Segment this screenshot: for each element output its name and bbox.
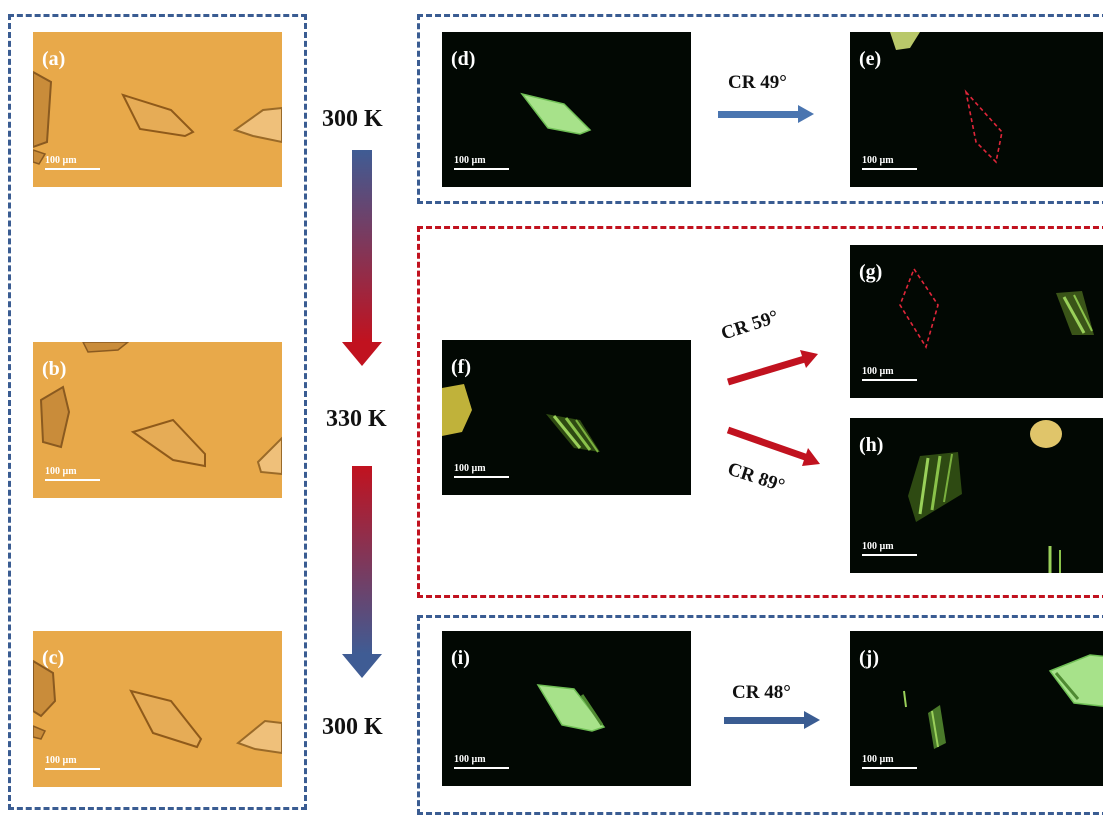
panel-g-scale-text: 100 µm <box>862 366 894 377</box>
panel-b: (b) 100 µm <box>33 342 282 498</box>
panel-h: (h) 100 µm <box>850 418 1103 573</box>
panel-j-label: (j) <box>859 647 879 669</box>
middle-frame <box>417 226 1103 598</box>
panel-e-crystal <box>890 32 1003 164</box>
panel-f-scale-text: 100 µm <box>454 463 486 474</box>
rotation-arrow-f-to-h <box>726 426 820 466</box>
rotation-arrow-d-to-e <box>718 105 814 123</box>
rotation-label-d-to-e: CR 49° <box>728 72 787 93</box>
panel-b-scale-text: 100 µm <box>45 466 77 477</box>
temperature-end: 300 K <box>322 714 383 740</box>
panel-d-scale-bar: 100 µm <box>454 155 509 170</box>
panel-b-crystals <box>39 342 282 476</box>
cooling-arrow <box>342 466 382 678</box>
panel-d-scale-text: 100 µm <box>454 155 486 166</box>
panel-a-scale-bar: 100 µm <box>45 155 100 170</box>
heating-arrow <box>342 150 382 366</box>
panel-c-scale-bar: 100 µm <box>45 755 100 770</box>
panel-i-label: (i) <box>451 647 470 669</box>
panel-f-label: (f) <box>451 356 471 378</box>
panel-i-scale-text: 100 µm <box>454 754 486 765</box>
panel-b-scale-bar: 100 µm <box>45 466 100 481</box>
temperature-middle: 330 K <box>326 406 387 432</box>
panel-h-label: (h) <box>859 434 884 456</box>
rotation-arrow-f-to-g <box>726 350 818 386</box>
panel-b-label: (b) <box>42 358 67 380</box>
panel-a: (a) 100 µm <box>33 32 282 187</box>
panel-h-crystal <box>908 420 1062 573</box>
panel-e-label: (e) <box>859 48 882 70</box>
panel-d-label: (d) <box>451 48 476 70</box>
panel-i: (i) 100 µm <box>442 631 691 786</box>
panel-f-scale-bar: 100 µm <box>454 463 509 478</box>
panel-i-crystal <box>536 684 606 732</box>
panel-j-scale-bar: 100 µm <box>862 754 917 769</box>
panel-h-scale-text: 100 µm <box>862 541 894 552</box>
panel-c: (c) 100 µm <box>33 631 282 787</box>
rotation-label-i-to-j: CR 48° <box>732 682 791 703</box>
panel-d-crystal <box>520 92 592 135</box>
panel-j-scale-text: 100 µm <box>862 754 894 765</box>
panel-a-crystals <box>33 70 282 165</box>
panel-f: (f) 100 µm <box>442 340 691 495</box>
panel-e-scale-text: 100 µm <box>862 155 894 166</box>
temperature-start: 300 K <box>322 106 383 132</box>
rotation-arrow-i-to-j <box>724 711 820 729</box>
panel-e-scale-bar: 100 µm <box>862 155 917 170</box>
panel-c-crystals <box>33 659 282 755</box>
panel-i-scale-bar: 100 µm <box>454 754 509 769</box>
panel-c-label: (c) <box>42 647 65 669</box>
panel-c-scale-text: 100 µm <box>45 755 77 766</box>
panel-g-crystal <box>899 267 1094 349</box>
panel-a-label: (a) <box>42 48 66 70</box>
panel-g: (g) 100 µm <box>850 245 1103 398</box>
panel-f-crystal <box>442 384 600 453</box>
panel-e: (e) 100 µm <box>850 32 1103 187</box>
panel-h-scale-bar: 100 µm <box>862 541 917 556</box>
panel-g-label: (g) <box>859 261 883 283</box>
panel-j-crystal <box>903 654 1103 749</box>
top-frame <box>417 14 1103 204</box>
panel-j: (j) 100 µm <box>850 631 1103 786</box>
panel-d: (d) 100 µm <box>442 32 691 187</box>
panel-a-scale-text: 100 µm <box>45 155 77 166</box>
panel-g-scale-bar: 100 µm <box>862 366 917 381</box>
